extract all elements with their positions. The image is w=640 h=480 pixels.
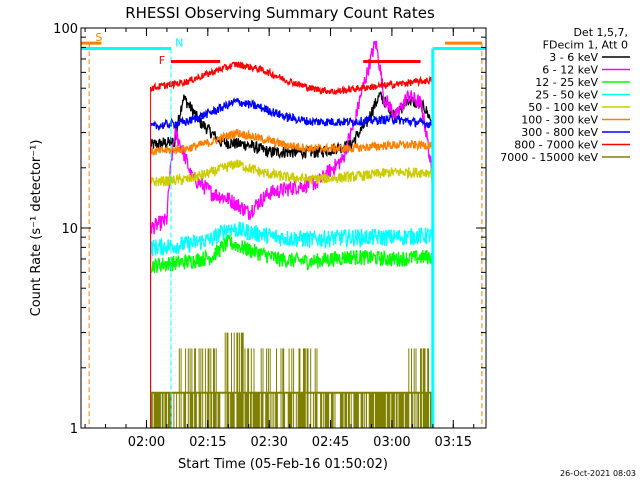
attenuator-label: S: [95, 31, 102, 44]
y-tick-label: 100: [53, 22, 78, 37]
series-9: [150, 332, 433, 428]
legend-entry-label: 300 - 800 keV: [521, 126, 598, 139]
series-line: [149, 221, 433, 257]
legend-entry-label: 12 - 25 keV: [535, 76, 598, 89]
legend-entry-label: 3 - 6 keV: [549, 51, 598, 64]
y-axis: 1 10 100: [53, 22, 486, 437]
series-line: [149, 61, 433, 96]
legend-entry-label: 7000 - 15000 keV: [500, 151, 598, 164]
legend-entry-label: 25 - 50 keV: [535, 89, 598, 102]
plot-area: S NF: [81, 31, 486, 428]
y-tick-label: 1: [70, 422, 78, 437]
series-line: [149, 96, 433, 131]
series-8: [149, 61, 433, 428]
legend-header: Det 1,5,7,: [573, 26, 628, 39]
y-tick-label: 10: [61, 222, 78, 237]
x-tick-label: 02:00: [128, 435, 165, 450]
chart-title: RHESSI Observing Summary Count Rates: [125, 4, 435, 22]
series-line: [149, 40, 433, 235]
legend-entry-label: 6 - 12 keV: [542, 64, 598, 77]
x-tick-label: 02:15: [189, 435, 226, 450]
series-line: [149, 128, 433, 156]
series-line: [149, 159, 433, 187]
night-label: N: [175, 36, 183, 49]
x-tick-label: 02:45: [312, 435, 349, 450]
x-tick-label: 02:30: [250, 435, 287, 450]
legend-entry-label: 100 - 300 keV: [521, 114, 598, 127]
x-tick-label: 03:15: [435, 435, 472, 450]
x-axis-label: Start Time (05-Feb-16 01:50:02): [178, 457, 388, 472]
x-tick-label: 03:00: [373, 435, 410, 450]
legend-entry-label: 800 - 7000 keV: [514, 139, 598, 152]
series-bars: [150, 332, 432, 428]
x-axis: 02:00 02:15 02:30 02:45 03:00 03:15: [84, 28, 475, 450]
footer-timestamp: 26-Oct-2021 08:03: [560, 469, 636, 478]
y-axis-label: Count Rate (s⁻¹ detector⁻¹): [29, 140, 44, 317]
flare-label: F: [159, 54, 165, 67]
legend-header: FDecim 1, Att 0: [543, 39, 628, 52]
legend-entry-label: 50 - 100 keV: [528, 101, 598, 114]
series-line: [150, 234, 433, 274]
